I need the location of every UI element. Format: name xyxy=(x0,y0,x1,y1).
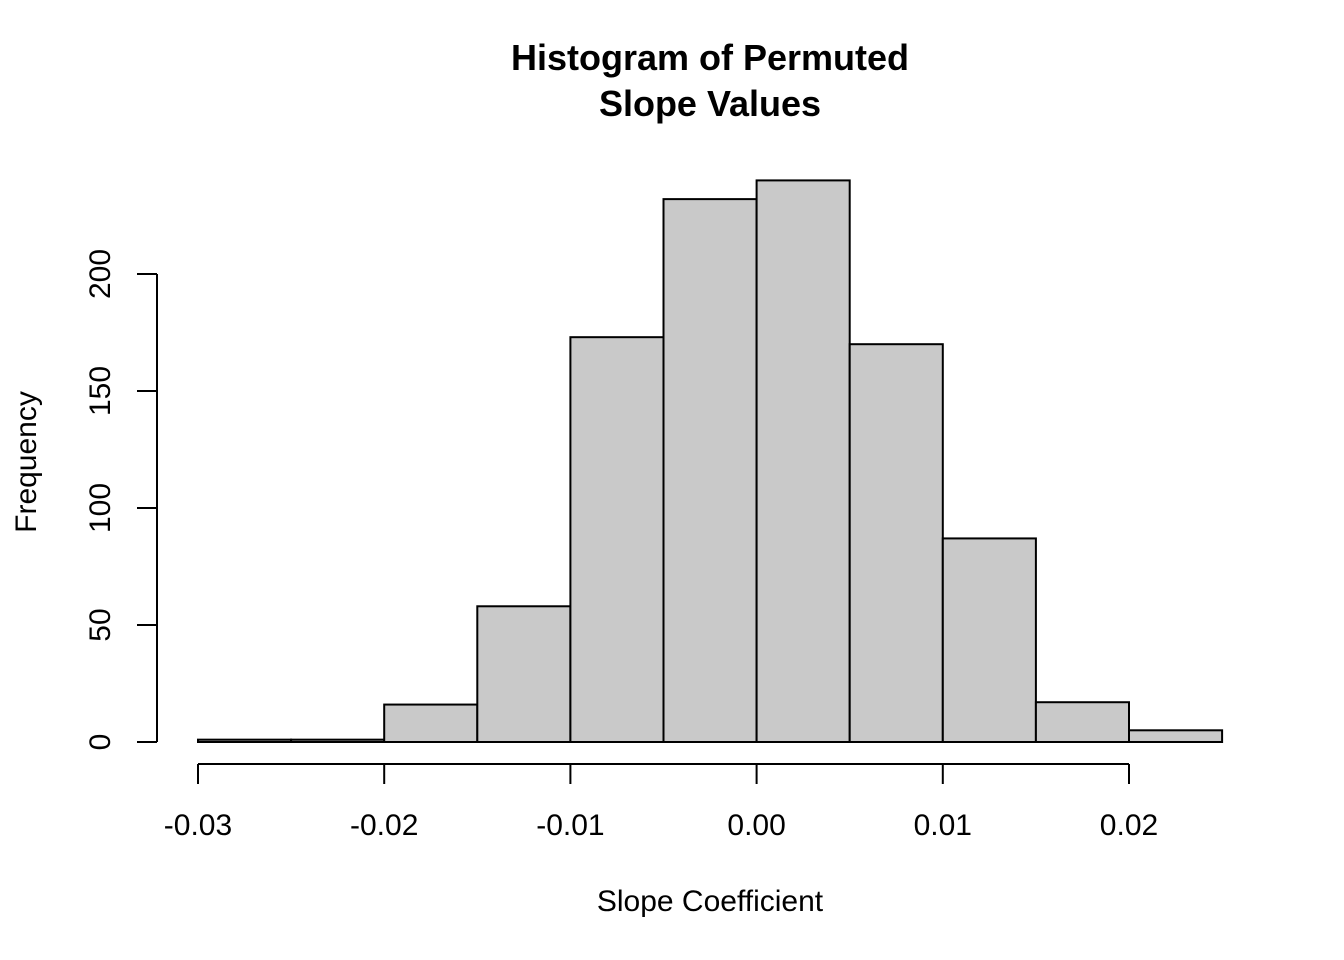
x-tick-label: -0.01 xyxy=(536,809,604,842)
histogram-bar xyxy=(1034,701,1131,743)
histogram-bar xyxy=(941,537,1037,743)
x-tick-label: 0.01 xyxy=(914,809,972,842)
chart-title-line-1: Histogram of Permuted xyxy=(511,37,909,78)
y-tick-label: 150 xyxy=(84,366,117,416)
y-tick-label: 200 xyxy=(84,249,117,299)
bars-group xyxy=(197,179,1224,744)
histogram-bar xyxy=(848,343,944,743)
x-axis-label: Slope Coefficient xyxy=(597,885,824,918)
histogram-bar xyxy=(662,198,758,743)
histogram-bar xyxy=(290,738,386,743)
y-axis-label: Frequency xyxy=(10,391,43,533)
y-tick-label: 0 xyxy=(84,734,117,751)
y-tick-label: 50 xyxy=(84,608,117,641)
x-axis: -0.03 -0.02 -0.01 0.00 0.01 0.02 xyxy=(164,763,1158,842)
histogram-bar xyxy=(383,703,479,743)
x-tick-label: -0.03 xyxy=(164,809,232,842)
histogram-bar xyxy=(569,336,665,743)
x-tick-label: 0.02 xyxy=(1100,809,1158,842)
x-tick-label: -0.02 xyxy=(350,809,418,842)
chart-title-line-2: Slope Values xyxy=(599,83,821,124)
histogram-bar xyxy=(197,738,293,743)
histogram-bar xyxy=(1128,729,1224,743)
y-tick-label: 100 xyxy=(84,483,117,533)
histogram-bar xyxy=(755,179,851,743)
x-tick-label: 0.00 xyxy=(727,809,785,842)
histogram-bar xyxy=(476,605,572,744)
y-axis: 0 50 100 150 200 xyxy=(84,249,158,751)
